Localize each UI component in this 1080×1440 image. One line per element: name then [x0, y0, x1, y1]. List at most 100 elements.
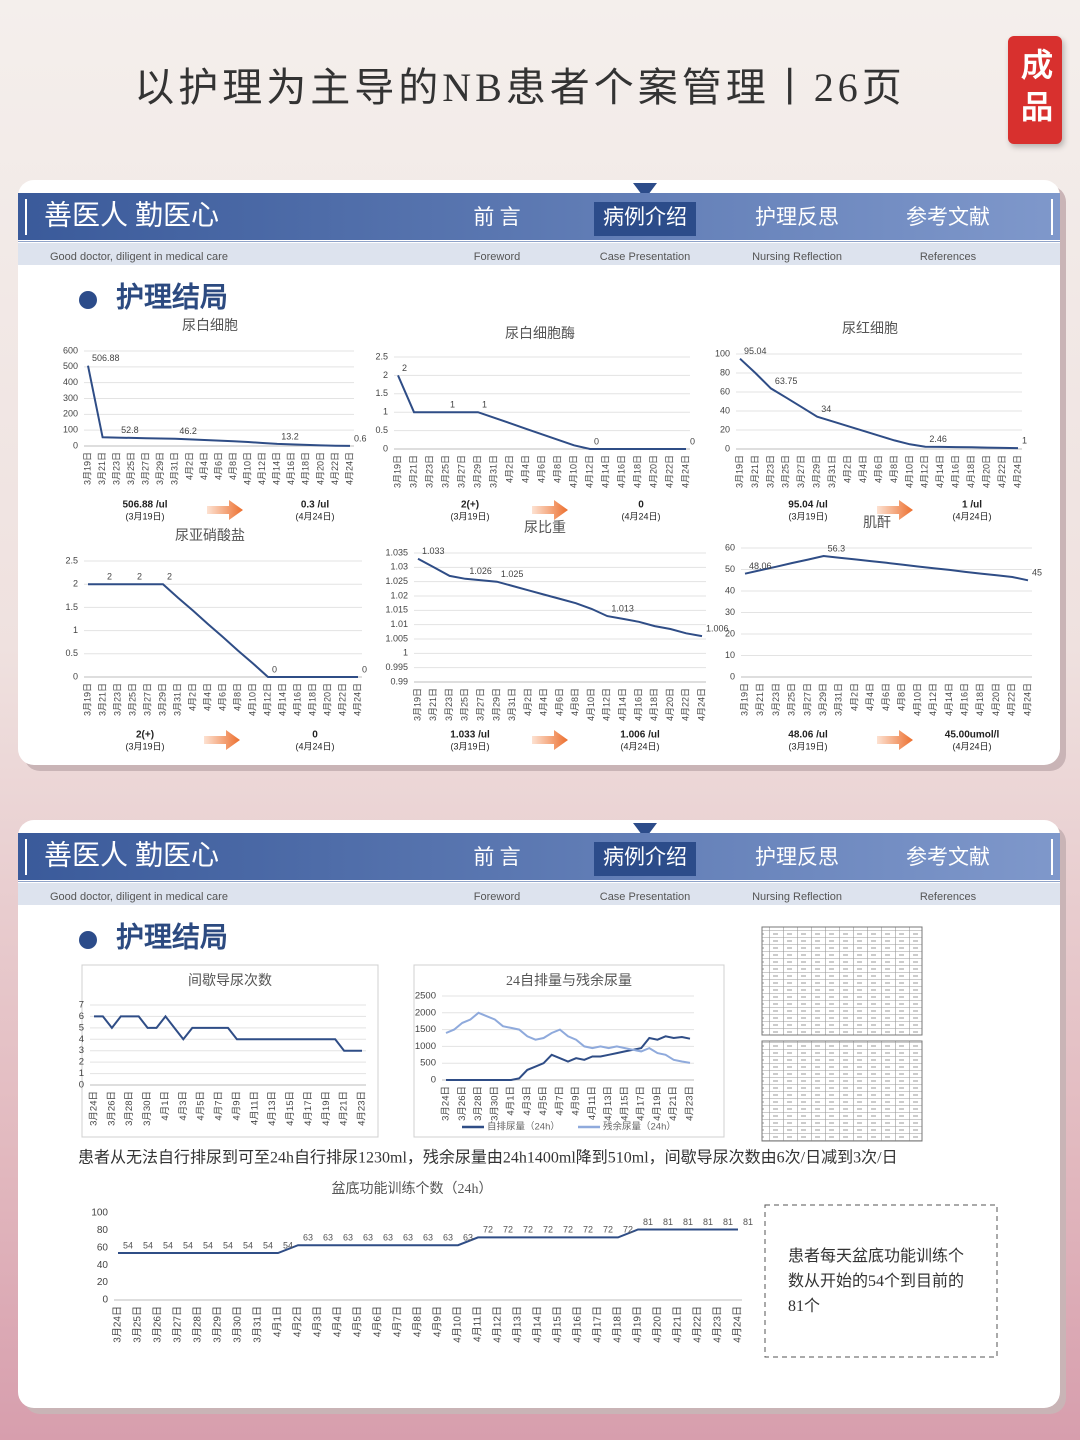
- nav-item[interactable]: 前 言: [473, 205, 520, 229]
- nav-item[interactable]: 参考文献: [906, 205, 990, 229]
- x-tick-label: 4月21日: [668, 1086, 679, 1121]
- summary-end-date: (4月24日): [952, 511, 991, 521]
- x-tick-label: 3月24日: [441, 1086, 452, 1121]
- chart-title: 尿红细胞: [842, 321, 898, 337]
- data-label: 95.04: [744, 346, 767, 356]
- summary-start-date: (3月19日): [788, 511, 827, 521]
- nav-item[interactable]: 护理反思: [755, 205, 839, 229]
- data-label: 34: [821, 404, 831, 414]
- x-tick-label: 4月6日: [873, 455, 883, 483]
- x-tick-label: 4月12日: [928, 683, 938, 716]
- nav-item[interactable]: 前 言: [473, 845, 520, 869]
- x-tick-label: 4月2日: [842, 455, 852, 483]
- summary-end-date: (4月24日): [295, 741, 334, 751]
- x-tick-label: 4月24日: [1022, 683, 1032, 716]
- y-tick-label: 10: [725, 650, 735, 660]
- subheader-band: [18, 883, 1060, 905]
- data-label: 506.88: [92, 353, 120, 363]
- data-label: 54: [203, 1240, 213, 1250]
- bullet: [79, 291, 97, 309]
- x-tick-label: 4月24日: [732, 1306, 744, 1343]
- y-tick-label: 2.5: [375, 351, 388, 361]
- x-tick-label: 4月24日: [1012, 455, 1022, 488]
- x-tick-label: 3月29日: [491, 688, 501, 721]
- nav-item[interactable]: 参考文献: [906, 845, 990, 869]
- section-title: 护理结局: [116, 921, 228, 953]
- x-tick-label: 3月27日: [475, 688, 485, 721]
- x-tick-label: 3月29日: [812, 455, 822, 488]
- data-label: 13.2: [281, 431, 299, 441]
- y-tick-label: 0: [730, 671, 735, 681]
- data-label: 2.46: [929, 434, 947, 444]
- x-tick-label: 3月24日: [112, 1306, 124, 1343]
- nav-item[interactable]: 病例介绍: [603, 205, 687, 229]
- x-tick-label: 3月21日: [755, 683, 765, 716]
- x-tick-label: 4月12日: [492, 1306, 504, 1343]
- y-tick-label: 0.995: [385, 662, 408, 672]
- x-tick-label: 4月6日: [881, 683, 891, 711]
- y-tick-label: 100: [715, 348, 730, 358]
- x-tick-label: 3月23日: [424, 455, 434, 488]
- x-tick-label: 4月14日: [935, 455, 945, 488]
- x-tick-label: 4月7日: [214, 1091, 225, 1121]
- y-tick-label: 40: [720, 405, 730, 415]
- x-tick-label: 4月22日: [997, 455, 1007, 488]
- x-tick-label: 3月23日: [112, 683, 122, 716]
- x-tick-label: 4月7日: [392, 1306, 404, 1337]
- summary-end: 0.3 /ul: [301, 500, 330, 511]
- summary-start-date: (3月19日): [125, 511, 164, 521]
- x-tick-label: 4月11日: [249, 1091, 260, 1125]
- x-tick-label: 4月19日: [632, 1306, 644, 1343]
- x-tick-label: 4月24日: [696, 688, 706, 721]
- summary-arrow: [207, 500, 243, 520]
- data-label: 72: [503, 1225, 513, 1235]
- x-tick-label: 3月23日: [111, 452, 121, 485]
- x-tick-label: 4月17日: [636, 1086, 647, 1121]
- y-tick-label: 1.015: [385, 605, 408, 615]
- nav-item[interactable]: 病例介绍: [603, 845, 687, 869]
- x-tick-label: 4月18日: [301, 452, 311, 485]
- x-tick-label: 4月1日: [506, 1086, 517, 1116]
- x-tick-label: 4月6日: [372, 1306, 384, 1337]
- y-tick-label: 0.99: [390, 676, 408, 686]
- x-tick-label: 4月17日: [303, 1091, 314, 1126]
- data-label: 1: [450, 400, 455, 410]
- x-tick-label: 4月1日: [272, 1306, 284, 1337]
- x-tick-label: 4月3日: [312, 1306, 324, 1337]
- data-label: 0: [362, 664, 367, 674]
- data-label: 1.026: [469, 566, 492, 576]
- x-tick-label: 4月3日: [178, 1091, 189, 1121]
- nav-item[interactable]: 护理反思: [755, 845, 839, 869]
- x-tick-label: 4月23日: [685, 1086, 696, 1121]
- x-tick-label: 3月30日: [489, 1086, 500, 1121]
- x-tick-label: 4月11日: [472, 1306, 484, 1342]
- x-tick-label: 3月27日: [172, 1306, 184, 1343]
- data-label: 54: [183, 1240, 193, 1250]
- data-label: 1.025: [501, 569, 524, 579]
- x-tick-label: 3月31日: [827, 455, 837, 488]
- summary-end-date: (4月24日): [620, 741, 659, 751]
- x-tick-label: 4月14日: [277, 683, 287, 716]
- nav-active: [594, 842, 696, 876]
- nav-item-en: Nursing Reflection: [752, 891, 842, 903]
- y-tick-label: 60: [720, 386, 730, 396]
- data-label: 63: [343, 1233, 353, 1243]
- x-tick-label: 3月27日: [142, 683, 152, 716]
- data-label: 54: [163, 1240, 173, 1250]
- y-tick-label: 0: [79, 1080, 84, 1091]
- summary-start: 95.04 /ul: [788, 500, 828, 511]
- x-tick-label: 4月14日: [617, 688, 627, 721]
- x-tick-label: 4月2日: [849, 683, 859, 711]
- x-tick-label: 4月12日: [602, 688, 612, 721]
- y-tick-label: 2: [73, 579, 78, 589]
- data-line: [445, 1011, 691, 1064]
- x-tick-label: 4月4日: [199, 452, 209, 480]
- summary-arrow: [877, 730, 913, 750]
- data-label: 63: [463, 1233, 473, 1243]
- x-tick-label: 4月22日: [1007, 683, 1017, 716]
- nav-item-en: References: [920, 251, 977, 263]
- data-label: 63: [383, 1233, 393, 1243]
- y-tick-label: 1: [79, 1068, 84, 1079]
- data-label: 63: [423, 1233, 433, 1243]
- x-tick-label: 3月29日: [818, 683, 828, 716]
